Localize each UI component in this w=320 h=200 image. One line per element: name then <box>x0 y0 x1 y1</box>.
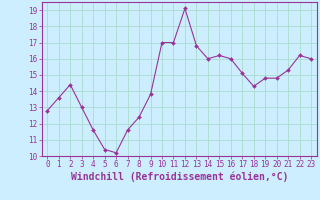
X-axis label: Windchill (Refroidissement éolien,°C): Windchill (Refroidissement éolien,°C) <box>70 172 288 182</box>
